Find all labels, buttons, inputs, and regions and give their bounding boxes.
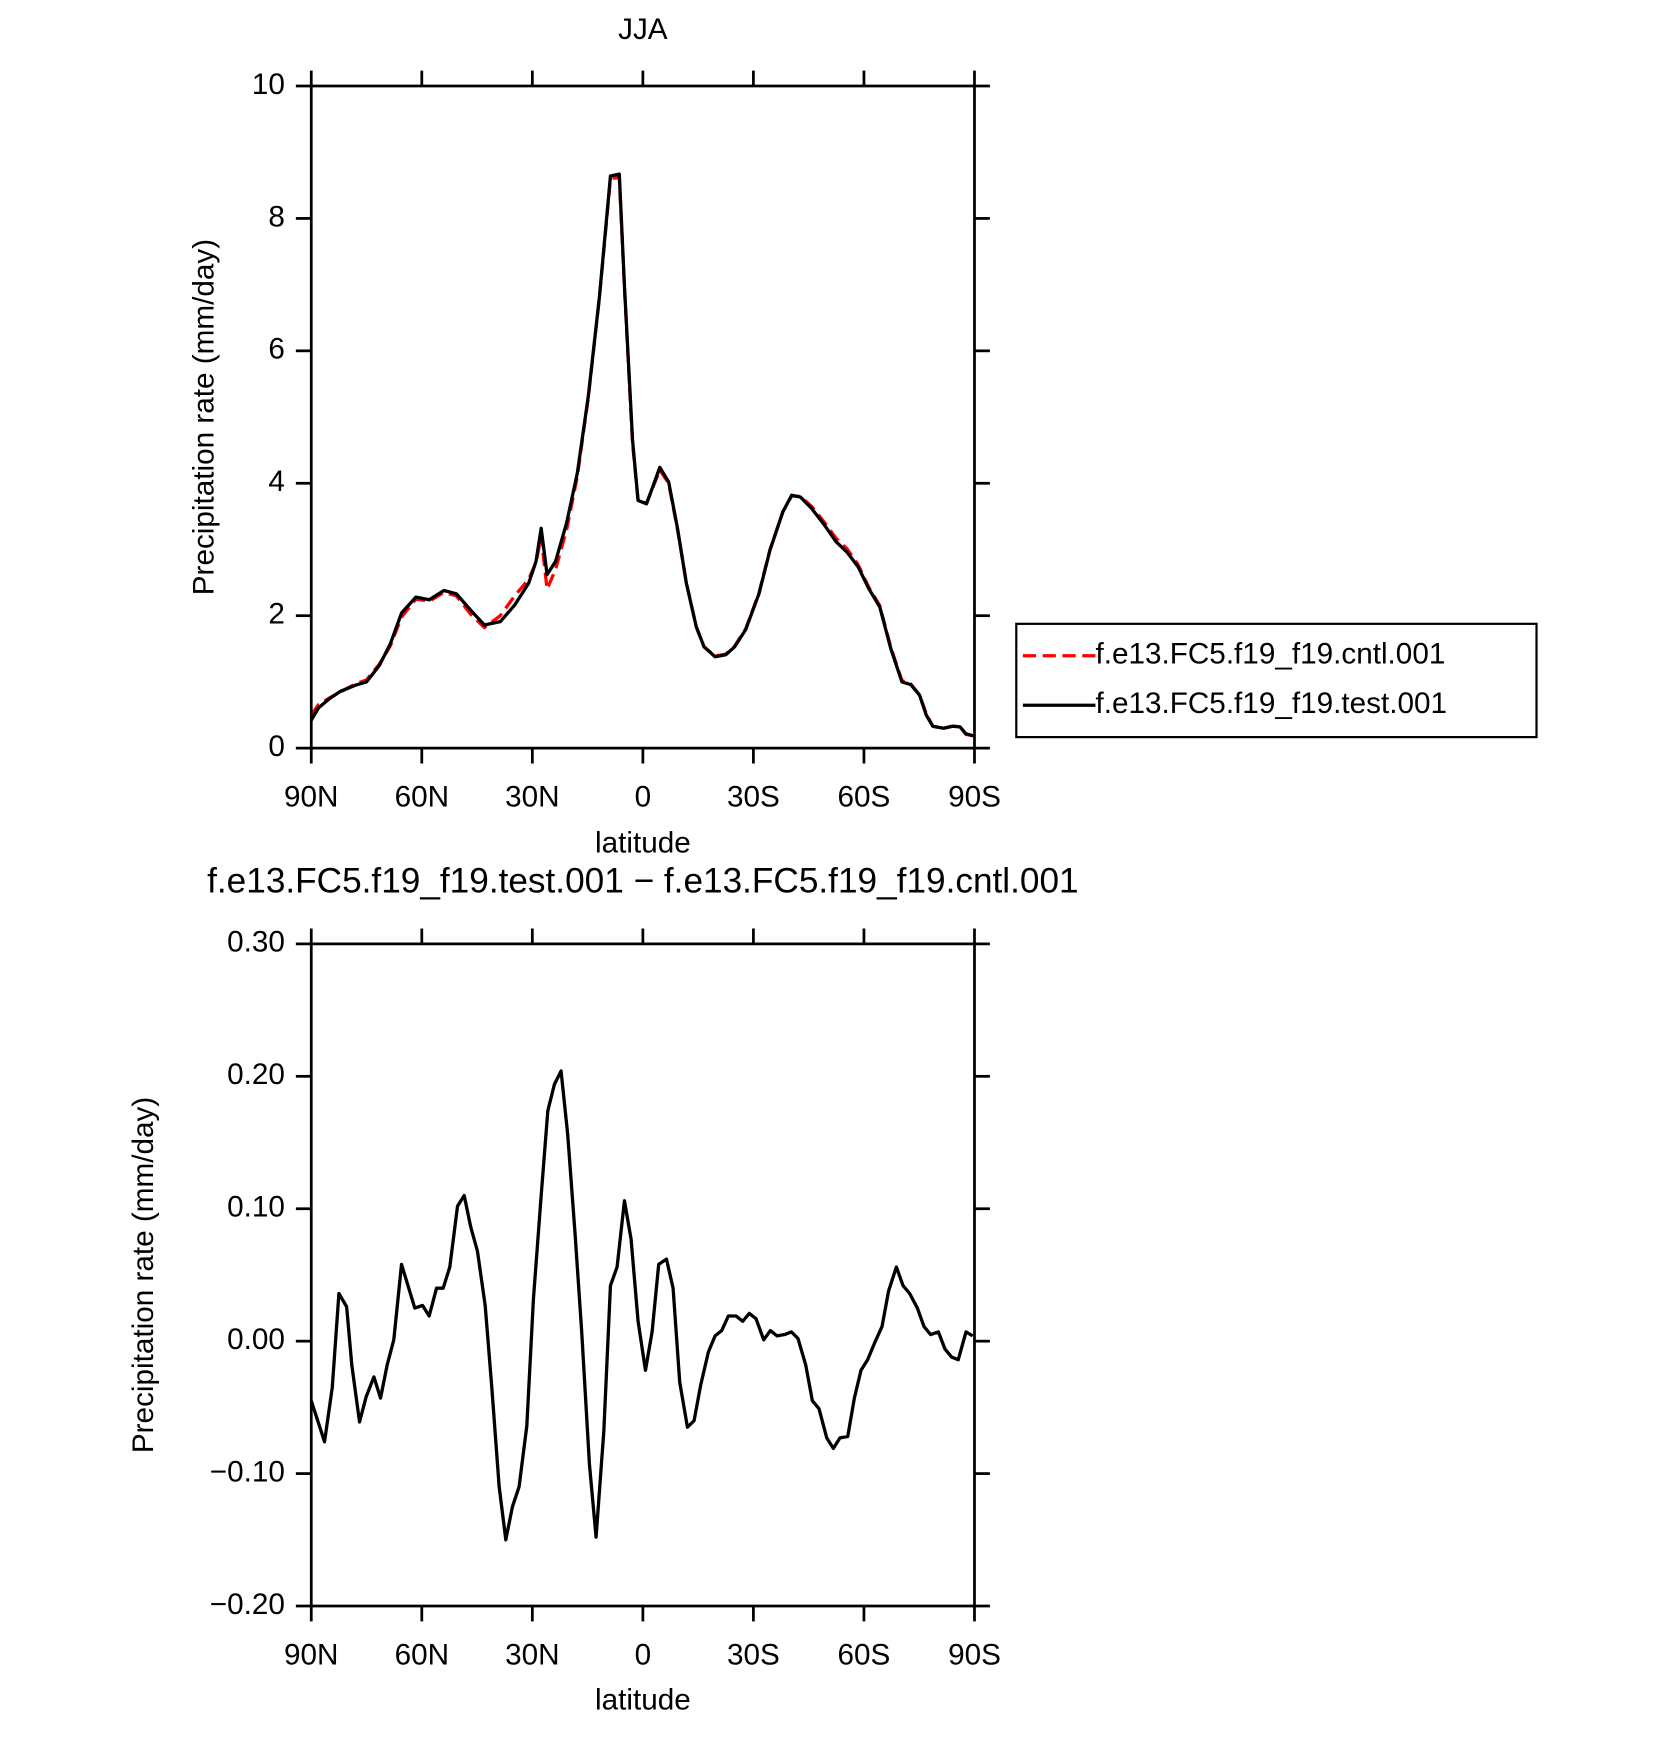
x-tick-label: 60N: [395, 781, 449, 814]
x-tick-label: 60S: [838, 1638, 891, 1671]
y-tick-label: 0.10: [227, 1191, 285, 1224]
x-tick-label: 90N: [284, 1638, 338, 1671]
y-axis-label: Precipitation rate (mm/day): [127, 1097, 160, 1453]
y-tick-label: 0: [268, 730, 285, 763]
x-tick-label: 30N: [505, 781, 559, 814]
x-axis-label: latitude: [595, 827, 691, 860]
plot-frame: [309, 942, 976, 1608]
y-tick-label: 0.00: [227, 1323, 285, 1356]
x-axis-label: latitude: [595, 1684, 691, 1717]
y-tick-label: 10: [252, 68, 285, 101]
x-tick-label: 60N: [395, 1638, 449, 1671]
x-tick-label: 30S: [727, 781, 780, 814]
legend-label: f.e13.FC5.f19_f19.cntl.001: [1095, 638, 1445, 671]
x-tick-label: 0: [635, 781, 652, 814]
data-line: [309, 1069, 974, 1542]
y-tick-label: 4: [268, 465, 285, 498]
x-tick-label: 30S: [727, 1638, 780, 1671]
y-tick-label: −0.20: [210, 1588, 285, 1621]
y-tick-label: 6: [268, 333, 285, 366]
legend-box: [1015, 622, 1538, 739]
y-tick-label: 2: [268, 598, 285, 631]
y-tick-label: 8: [268, 200, 285, 233]
x-tick-label: 90S: [948, 1638, 1001, 1671]
y-axis-label: Precipitation rate (mm/day): [188, 239, 221, 595]
legend-label: f.e13.FC5.f19_f19.test.001: [1095, 687, 1447, 720]
data-line: [309, 175, 975, 738]
y-tick-label: 0.30: [227, 926, 285, 959]
x-tick-label: 90N: [284, 781, 338, 814]
y-tick-label: 0.20: [227, 1058, 285, 1091]
y-tick-label: −0.10: [210, 1455, 285, 1488]
plot-frame: [309, 84, 976, 750]
chart-title: JJA: [618, 13, 668, 46]
x-tick-label: 90S: [948, 781, 1001, 814]
x-tick-label: 0: [635, 1638, 652, 1671]
x-tick-label: 30N: [505, 1638, 559, 1671]
chart-title: f.e13.FC5.f19_f19.test.001 − f.e13.FC5.f…: [207, 862, 1078, 901]
x-tick-label: 60S: [838, 781, 891, 814]
data-line: [309, 172, 975, 738]
